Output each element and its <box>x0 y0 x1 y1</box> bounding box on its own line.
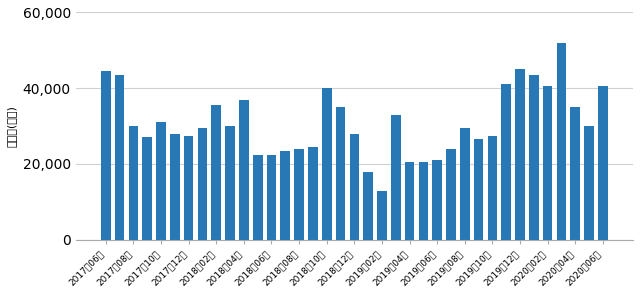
Y-axis label: 거래량(건수): 거래량(건수) <box>7 105 17 147</box>
Bar <box>364 172 373 240</box>
Bar <box>142 138 152 240</box>
Bar <box>211 105 221 240</box>
Bar <box>239 100 249 240</box>
Bar <box>253 155 262 240</box>
Bar <box>101 71 111 240</box>
Bar <box>322 88 332 240</box>
Bar <box>501 84 511 240</box>
Bar <box>184 136 193 240</box>
Bar <box>308 147 317 240</box>
Bar <box>543 86 552 240</box>
Bar <box>488 136 497 240</box>
Bar <box>570 107 580 240</box>
Bar <box>198 128 207 240</box>
Bar <box>349 134 359 240</box>
Bar <box>529 75 539 240</box>
Bar <box>404 162 414 240</box>
Bar <box>336 107 346 240</box>
Bar <box>225 126 235 240</box>
Bar <box>294 149 304 240</box>
Bar <box>557 43 566 240</box>
Bar <box>446 149 456 240</box>
Bar <box>433 160 442 240</box>
Bar <box>391 115 401 240</box>
Bar <box>267 155 276 240</box>
Bar <box>584 126 594 240</box>
Bar <box>129 126 138 240</box>
Bar <box>280 151 290 240</box>
Bar <box>156 122 166 240</box>
Bar <box>460 128 470 240</box>
Bar <box>598 86 608 240</box>
Bar <box>419 162 428 240</box>
Bar <box>474 139 483 240</box>
Bar <box>377 191 387 240</box>
Bar <box>170 134 180 240</box>
Bar <box>515 69 525 240</box>
Bar <box>115 75 124 240</box>
